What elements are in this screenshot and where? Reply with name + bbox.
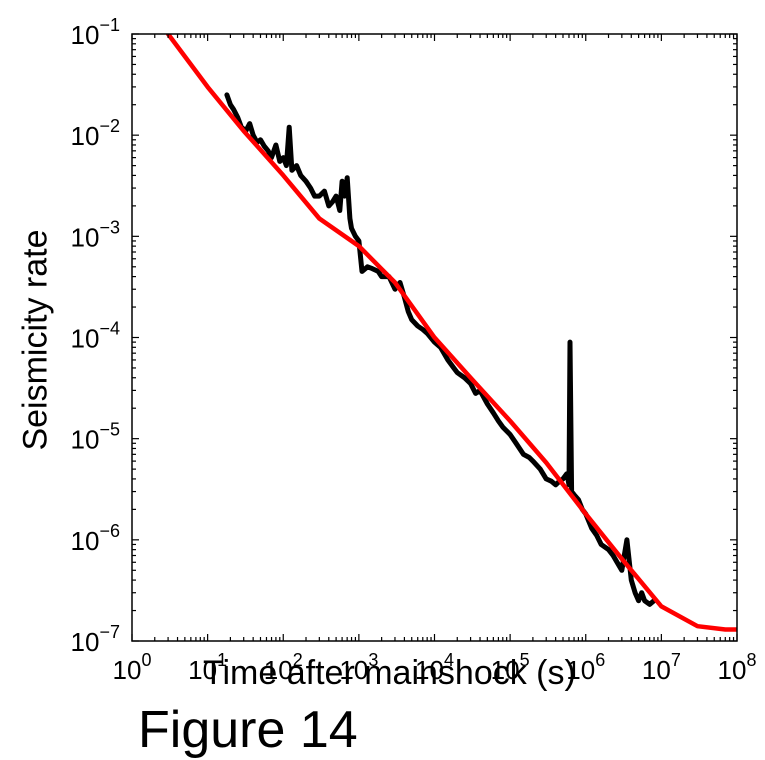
x-tick-label: 106	[566, 650, 605, 685]
x-tick-label: 107	[642, 650, 681, 685]
y-tick-label: 10−5	[71, 420, 120, 455]
y-tick-label: 10−3	[71, 217, 120, 252]
y-tick-label: 10−1	[71, 15, 120, 50]
x-tick-label: 101	[188, 650, 227, 685]
tick-label-layer: 100 101 102 103 104 105 106 107 108 10−7 10−6 10−5 1…	[71, 15, 757, 685]
series-layer	[165, 34, 737, 632]
observed-rate-line	[224, 92, 657, 607]
x-axis-label: Time after mainshock (s)	[203, 654, 576, 692]
x-tick-label: 108	[718, 650, 757, 685]
figure-caption: Figure 14	[138, 701, 358, 759]
x-tick-label: 102	[264, 650, 303, 685]
x-tick-label: 100	[113, 650, 152, 685]
x-tick-label: 104	[415, 650, 454, 685]
x-tick-label: 105	[491, 650, 530, 685]
y-tick-label: 10−2	[71, 116, 120, 151]
y-tick-label: 10−6	[71, 521, 120, 556]
tick-layer	[131, 33, 738, 642]
x-tick-label: 103	[339, 650, 378, 685]
model-fit-line	[165, 34, 737, 632]
y-axis-label: Seismicity rate	[16, 229, 55, 451]
y-tick-label: 10−7	[71, 622, 120, 657]
y-tick-label: 10−4	[71, 319, 120, 354]
